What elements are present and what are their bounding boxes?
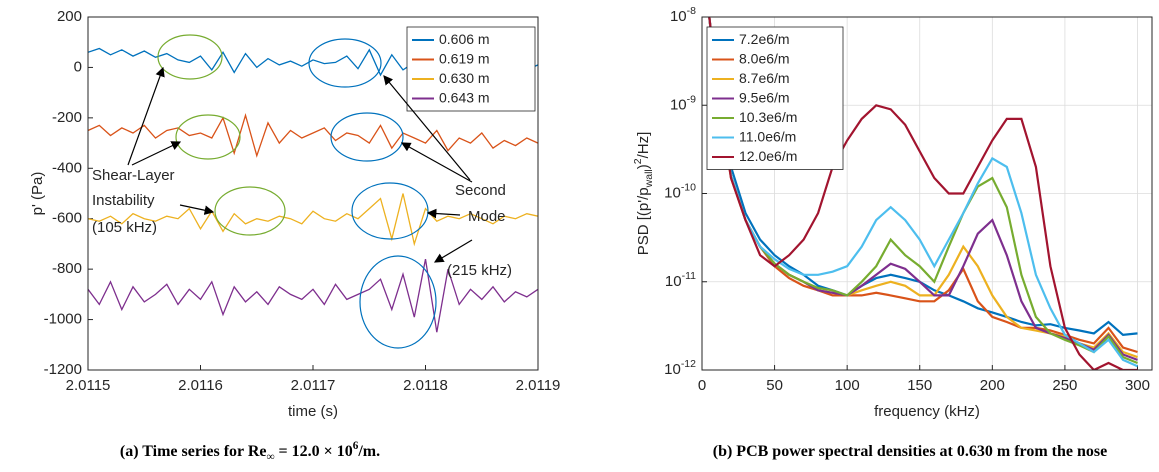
y-tick-label: 10-11 — [665, 270, 696, 290]
annotation: Instability — [92, 192, 155, 209]
series-line — [708, 17, 1138, 370]
annotation: Mode — [468, 208, 506, 225]
legend-label: 7.2e6/m — [739, 31, 790, 47]
x-tick-label: 2.0117 — [291, 377, 336, 394]
x-tick-label: 150 — [907, 377, 932, 394]
x-tick-label: 2.0115 — [66, 377, 111, 394]
legend: 0.606 m 0.619 m 0.630 m 0.643 m — [406, 26, 536, 112]
series-line — [708, 17, 1138, 368]
y-tick-label: -600 — [52, 210, 82, 227]
annotation-shapes — [127, 34, 473, 349]
y-axis-label: PSD [(p'/pwall)2/Hz] — [632, 132, 655, 256]
x-tick-label: 250 — [1052, 377, 1077, 394]
x-tick-label: 2.0118 — [403, 377, 448, 394]
legend-label: 10.3e6/m — [739, 109, 797, 125]
chart: 10-12 10-11 10-10 10-9 10-8 0 50 100 150 200 250 30… — [632, 5, 1153, 460]
x-tick-label: 200 — [980, 377, 1005, 394]
x-tick-label: 50 — [766, 377, 783, 394]
legend-label: 0.619 m — [439, 50, 490, 66]
series-line — [88, 193, 538, 247]
y-tick-label: 10-8 — [670, 5, 696, 25]
annotation: (105 kHz) — [92, 219, 157, 236]
x-tick-label: 2.0119 — [516, 377, 561, 394]
caption: (b) PCB power spectral densities at 0.63… — [713, 443, 1107, 460]
x-tick-label: 0 — [698, 377, 706, 394]
y-tick-label: 10-9 — [670, 93, 696, 113]
caption: (a) Time series for Re∞ = 12.0 × 106/m. — [120, 440, 380, 463]
x-tick-label: 300 — [1125, 377, 1150, 394]
series-line — [708, 17, 1138, 365]
plot-frame — [701, 16, 1153, 371]
legend-label: 0.630 m — [439, 70, 490, 86]
chart: -1200 -1000 -800 -600 -400 -200 0 200 2.0115 2.01… — [29, 8, 560, 463]
x-axis-label: time (s) — [288, 403, 338, 420]
plot-frame — [87, 16, 539, 371]
y-tick-label: -400 — [52, 159, 82, 176]
legend-label: 9.5e6/m — [739, 89, 790, 105]
y-tick-label: 10-12 — [664, 358, 696, 378]
legend-label: 12.0e6/m — [739, 148, 797, 164]
annotation: Second — [455, 182, 506, 199]
y-tick-label: -1200 — [44, 361, 82, 378]
annotation: Shear-Layer — [92, 167, 175, 184]
y-tick-label: -1000 — [44, 311, 82, 328]
y-tick-label: -800 — [52, 260, 82, 277]
legend-box — [406, 26, 536, 112]
series-line — [88, 258, 538, 333]
legend-label: 0.606 m — [439, 31, 490, 47]
annotation: (215 kHz) — [447, 262, 512, 279]
legend: 7.2e6/m 8.0e6/m 8.7e6/m 9.5e6/m 10.3e6/m 11.0… — [706, 26, 844, 170]
y-tick-label: 200 — [57, 8, 82, 25]
legend-label: 8.0e6/m — [739, 50, 790, 66]
y-tick-label: 10-10 — [664, 181, 696, 201]
x-tick-label: 100 — [835, 377, 860, 394]
x-tick-label: 2.0116 — [178, 377, 223, 394]
y-tick-label: 0 — [74, 58, 82, 75]
y-tick-label: -200 — [52, 109, 82, 126]
legend-label: 11.0e6/m — [739, 128, 796, 144]
legend-label: 8.7e6/m — [739, 70, 790, 86]
x-axis-label: frequency (kHz) — [874, 403, 980, 420]
y-axis-label: p' (Pa) — [29, 172, 46, 216]
plot-lines — [708, 17, 1138, 370]
legend-label: 0.643 m — [439, 89, 490, 105]
series-line — [88, 112, 538, 158]
